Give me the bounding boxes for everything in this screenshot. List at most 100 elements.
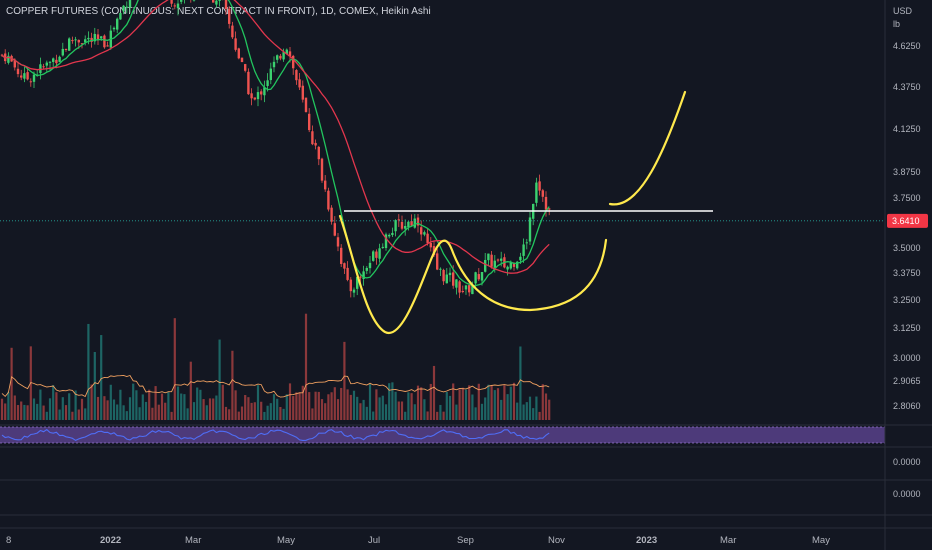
volume-bar	[128, 397, 132, 420]
rsi-line	[1, 428, 550, 442]
candle	[394, 220, 397, 232]
candle	[516, 261, 519, 269]
volume-bar	[48, 398, 52, 420]
candle	[125, 6, 128, 8]
volume-bar	[234, 390, 237, 420]
candle	[215, 0, 218, 5]
candle	[384, 234, 388, 249]
candle	[506, 266, 509, 270]
candle	[548, 208, 551, 210]
candle	[237, 48, 240, 59]
volume-bar	[522, 404, 525, 420]
volume-bar	[484, 397, 487, 420]
candle	[413, 218, 416, 228]
volume-bar	[263, 411, 266, 420]
volume-bar	[346, 389, 349, 420]
candle	[349, 279, 352, 292]
ma-fast-line	[1, 0, 550, 287]
volume-bar	[90, 384, 93, 420]
candle	[16, 68, 20, 75]
candle	[100, 36, 103, 39]
volume-bar	[112, 399, 116, 420]
price-axis: 4.6250 4.3750 4.1250 3.8750 3.7500 3.5000 3.37…	[887, 41, 928, 499]
price-tick-label: 3.5000	[893, 243, 921, 253]
candle	[400, 221, 404, 229]
volume-bar	[343, 341, 346, 420]
candle	[42, 66, 45, 68]
candle	[52, 58, 55, 62]
volume-bar	[308, 392, 311, 420]
candle	[180, 0, 183, 2]
volume-bar	[400, 401, 404, 420]
volume-bar	[525, 402, 528, 420]
volume-bar	[132, 383, 135, 420]
candle	[544, 196, 548, 210]
candle	[512, 263, 516, 267]
candle	[32, 74, 36, 82]
candle	[13, 59, 16, 68]
volume-bar	[160, 393, 164, 420]
candle	[74, 39, 77, 41]
candle	[484, 259, 487, 272]
candle	[458, 281, 461, 293]
candle	[474, 272, 477, 284]
candle	[407, 221, 410, 228]
candle	[423, 232, 426, 235]
volume-bar	[276, 398, 279, 420]
time-tick-label: Nov	[548, 535, 565, 546]
candle	[288, 51, 292, 57]
volume-bar	[74, 390, 77, 420]
volume-bar	[429, 383, 432, 420]
volume-bar	[68, 393, 71, 420]
candle	[212, 0, 215, 3]
candle	[77, 39, 80, 43]
volume-bar	[468, 385, 471, 420]
candle	[311, 131, 314, 145]
candle	[224, 0, 228, 10]
volume-bar	[327, 394, 330, 420]
candle	[253, 97, 256, 100]
volume-bar	[7, 391, 10, 420]
time-tick-label: May	[812, 535, 830, 546]
candle	[250, 93, 253, 99]
candle	[263, 87, 266, 96]
volume-bar	[487, 384, 490, 420]
volume-bar	[237, 411, 240, 420]
volume-bar	[548, 399, 551, 420]
volume-bar	[125, 411, 128, 420]
volume-bar	[167, 392, 170, 420]
candle	[80, 43, 84, 45]
candle	[103, 35, 106, 48]
volume-bar	[404, 411, 407, 420]
volume-bar	[282, 408, 285, 420]
volume-bar	[64, 405, 68, 420]
volume-bar	[516, 402, 519, 420]
candle	[500, 258, 503, 261]
candle	[541, 190, 544, 197]
candle	[292, 55, 295, 69]
price-tick-label: 3.8750	[893, 167, 921, 177]
volume-bar	[116, 404, 119, 420]
volume-bar	[212, 398, 215, 420]
time-tick-label: Mar	[185, 535, 201, 546]
volume-bar	[416, 385, 420, 420]
candle	[71, 40, 74, 42]
volume-bar	[292, 396, 295, 420]
time-axis: 8 2022 Mar May Jul Sep Nov 2023 Mar May	[0, 527, 932, 546]
candle	[301, 85, 304, 100]
candle	[260, 91, 263, 95]
candle	[20, 75, 23, 78]
candle	[445, 274, 448, 284]
volume-bar	[151, 407, 154, 420]
volume-bar	[311, 408, 314, 420]
volume-bar	[253, 402, 256, 420]
volume-bar	[506, 394, 509, 420]
volume-bar	[10, 347, 13, 420]
candle	[436, 253, 439, 270]
candle	[304, 97, 308, 112]
candle	[279, 55, 282, 59]
volume-bar	[192, 402, 196, 420]
candle	[528, 217, 532, 242]
